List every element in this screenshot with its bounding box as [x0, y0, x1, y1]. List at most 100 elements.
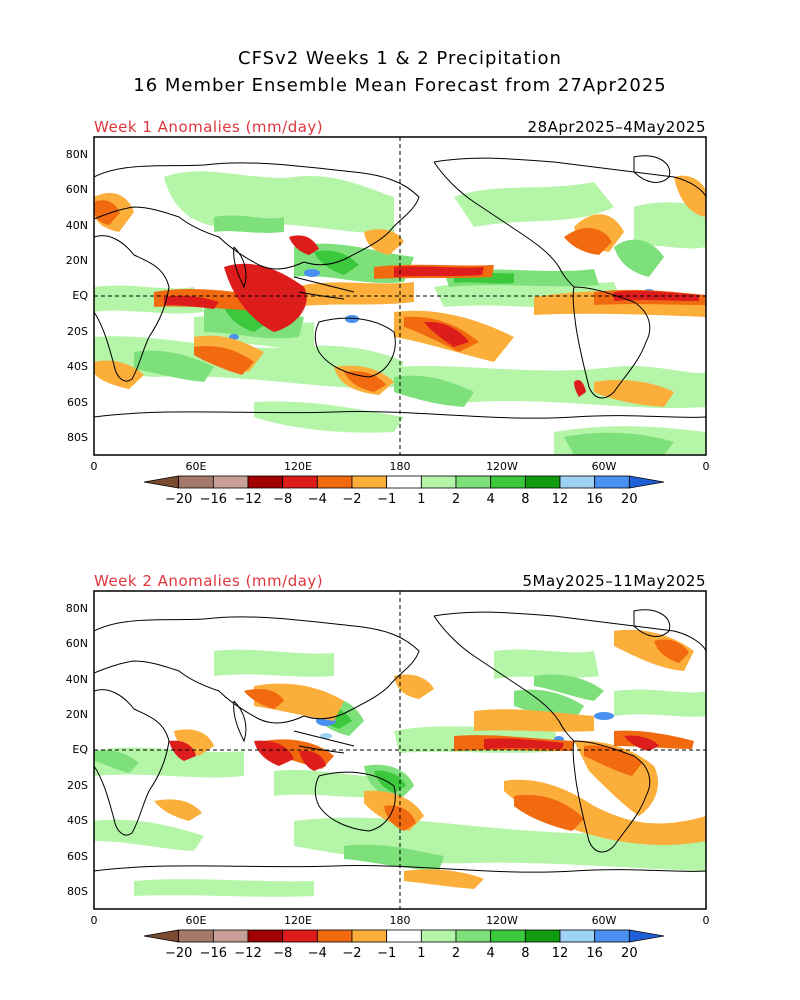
- lat-tick: 40N: [65, 673, 88, 686]
- colorbar-label: −4: [307, 946, 327, 961]
- colorbar-label: 20: [621, 492, 638, 507]
- colorbar-swatch: [351, 475, 388, 489]
- colorbar-label: 2: [451, 492, 461, 507]
- lon-tick: 60E: [185, 460, 207, 473]
- colorbar-label: −4: [307, 492, 327, 507]
- colorbar-label: 4: [486, 492, 495, 507]
- colorbar-label: 12: [551, 946, 569, 961]
- lon-tick: 120W: [486, 460, 518, 473]
- panel1-frame: [93, 136, 707, 456]
- panel1-coastlines: [94, 155, 706, 419]
- colorbar-swatch: [455, 929, 492, 943]
- lon-tick: 60E: [185, 914, 207, 927]
- colorbar-label: 8: [521, 946, 530, 961]
- lon-tick: 120E: [284, 914, 312, 927]
- colorbar-swatch: [490, 475, 526, 489]
- colorbar-swatch: [594, 929, 630, 943]
- colorbar-swatch: [282, 929, 318, 943]
- colorbar-swatch: [490, 929, 526, 943]
- panel2-coastlines: [94, 609, 706, 873]
- panel2-date-range: 5May2025–11May2025: [522, 572, 706, 590]
- colorbar-arrow-low: [143, 929, 180, 943]
- colorbar-label: −20: [164, 492, 193, 507]
- lat-tick: 60N: [65, 637, 88, 650]
- colorbar-arrow-high: [628, 475, 665, 489]
- colorbar-label: −12: [234, 946, 262, 961]
- lat-tick: 20S: [67, 779, 88, 792]
- colorbar-swatch: [455, 475, 492, 489]
- lon-tick: 0: [90, 460, 98, 473]
- lat-tick: 40S: [67, 814, 88, 827]
- colorbar-swatch: [420, 929, 457, 943]
- lat-tick: 20N: [65, 254, 88, 267]
- panel1-date-range: 28Apr2025–4May2025: [527, 118, 706, 136]
- lon-tick: 0: [90, 914, 98, 927]
- lat-tick: 80N: [65, 602, 88, 615]
- colorbar-swatch: [524, 475, 561, 489]
- lon-tick: 120W: [486, 914, 518, 927]
- colorbar-label: 16: [586, 492, 603, 507]
- colorbar-label: −2: [342, 946, 362, 961]
- colorbar-swatch: [316, 929, 353, 943]
- colorbar-label: −1: [377, 946, 397, 961]
- lon-tick: 120E: [284, 460, 312, 473]
- panel2-label: Week 2 Anomalies (mm/day): [94, 572, 324, 590]
- lon-tick: 0: [702, 914, 710, 927]
- colorbar-swatch: [212, 475, 249, 489]
- colorbar-swatch: [247, 475, 284, 489]
- lat-tick: EQ: [72, 743, 88, 756]
- panel1-label: Week 1 Anomalies (mm/day): [94, 118, 324, 136]
- colorbar-swatch: [212, 929, 249, 943]
- colorbar-swatch: [386, 475, 422, 489]
- colorbar-swatch: [316, 475, 353, 489]
- colorbar-arrow-high: [628, 929, 665, 943]
- colorbar-arrow-low: [143, 475, 180, 489]
- colorbar-swatch: [559, 475, 596, 489]
- colorbar-swatch: [524, 929, 561, 943]
- colorbar-label: 8: [521, 492, 530, 507]
- colorbar-label: 1: [417, 492, 426, 507]
- panel1-map: [93, 136, 707, 456]
- colorbar-label: 16: [586, 946, 603, 961]
- lat-tick: 20S: [67, 325, 88, 338]
- lat-tick: 60N: [65, 183, 88, 196]
- lat-tick: 40S: [67, 360, 88, 373]
- colorbar-swatch: [282, 475, 318, 489]
- lat-tick: 80S: [67, 431, 88, 444]
- colorbar-swatch: [420, 475, 457, 489]
- lat-tick: 80N: [65, 148, 88, 161]
- lat-tick: 60S: [67, 850, 88, 863]
- colorbar-label: 20: [621, 946, 638, 961]
- colorbar-label: −20: [164, 946, 193, 961]
- colorbar-label: −2: [342, 492, 362, 507]
- lon-tick: 60W: [591, 914, 617, 927]
- panel1-colorbar: [143, 475, 665, 489]
- panel2-map: [93, 590, 707, 910]
- colorbar-swatch: [559, 929, 596, 943]
- lat-tick: EQ: [72, 289, 88, 302]
- colorbar-swatch: [178, 929, 214, 943]
- lat-tick: 20N: [65, 708, 88, 721]
- chart-title-line2: 16 Member Ensemble Mean Forecast from 27…: [133, 75, 667, 96]
- lon-tick: 60W: [591, 460, 617, 473]
- lon-tick: 0: [702, 460, 710, 473]
- colorbar-label: −16: [199, 946, 228, 961]
- lat-tick: 40N: [65, 219, 88, 232]
- colorbar-label: −16: [199, 492, 228, 507]
- colorbar-label: −8: [273, 946, 293, 961]
- colorbar-swatch: [247, 929, 284, 943]
- panel2-frame: [93, 590, 707, 910]
- chart-title-line1: CFSv2 Weeks 1 & 2 Precipitation: [238, 48, 562, 69]
- colorbar-label: −12: [234, 492, 262, 507]
- lat-tick: 60S: [67, 396, 88, 409]
- lon-tick: 180: [389, 460, 411, 473]
- colorbar-label: 12: [551, 492, 569, 507]
- colorbar-swatch: [386, 929, 422, 943]
- colorbar-label: 1: [417, 946, 426, 961]
- colorbar-swatch: [351, 929, 388, 943]
- colorbar-label: −1: [377, 492, 397, 507]
- colorbar-label: 2: [451, 946, 461, 961]
- panel2-colorbar: [143, 929, 665, 943]
- panel1-anomaly-field: [94, 171, 706, 455]
- colorbar-swatch: [594, 475, 630, 489]
